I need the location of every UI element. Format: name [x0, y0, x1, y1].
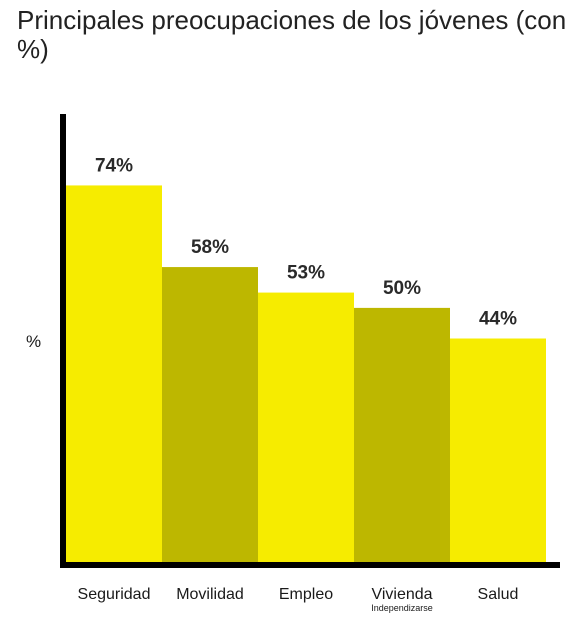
chart-title: Principales preocupaciones de los jóvene… [17, 5, 567, 64]
category-label: Seguridad [78, 586, 151, 603]
value-label: 50% [383, 278, 421, 299]
value-label: 74% [95, 155, 133, 176]
value-label: 44% [479, 309, 517, 330]
bar-seguridad [66, 185, 162, 563]
category-label: Salud [478, 586, 519, 603]
bars-group [66, 185, 546, 563]
value-label: 53% [287, 263, 325, 284]
category-sublabel: Independizarse [371, 603, 433, 613]
bar-salud [450, 338, 546, 563]
value-label: 58% [191, 237, 229, 258]
bar-movilidad [162, 267, 258, 563]
category-label: Empleo [279, 586, 333, 603]
bar-empleo [258, 292, 354, 563]
category-label: Vivienda [371, 586, 432, 603]
labels-group: 74% Seguridad 58% Movilidad 53% Empleo 50% Vivi… [78, 155, 519, 613]
y-axis-label: % [26, 332, 41, 351]
bar-vivienda [354, 307, 450, 563]
category-label: Movilidad [176, 586, 244, 603]
